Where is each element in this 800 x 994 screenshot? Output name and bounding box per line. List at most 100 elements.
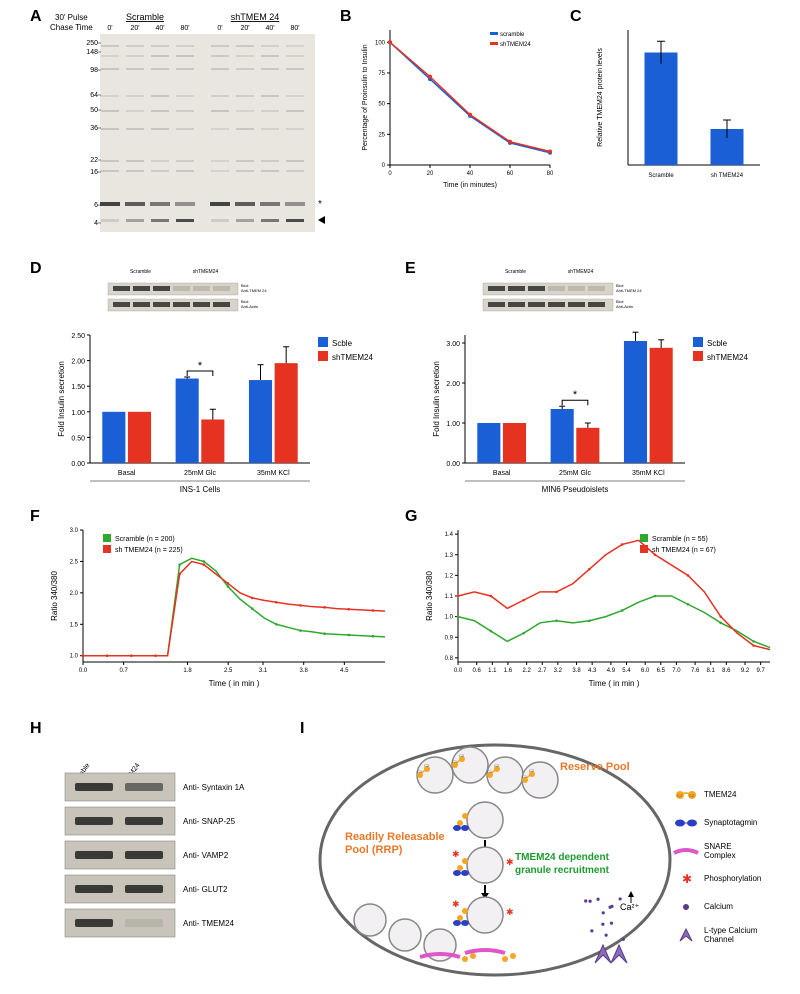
panel-d: 0.000.501.001.502.002.50Basal25mM Glc35m… [50,265,390,495]
svg-text:shTMEM24: shTMEM24 [707,353,748,362]
svg-text:Ca²⁺: Ca²⁺ [620,902,640,912]
panel-i-diagram: Reserve PoolReadily ReleasablePool (RRP)… [315,735,785,985]
svg-text:98: 98 [90,67,98,74]
svg-text:0.50: 0.50 [71,435,85,442]
svg-text:INS-1 Cells: INS-1 Cells [180,485,220,494]
svg-text:sh TMEM24 (n = 67): sh TMEM24 (n = 67) [652,547,716,554]
svg-text:40': 40' [155,25,164,32]
svg-text:80': 80' [180,25,189,32]
svg-text:3.8: 3.8 [572,668,581,674]
svg-text:Fold Insulin secretion: Fold Insulin secretion [57,361,66,437]
svg-text:C2: C2 [689,793,695,798]
svg-text:50: 50 [378,102,385,108]
panel-b-chart: 0255075100020406080Time (in minutes)Perc… [355,20,555,190]
svg-text:C1: C1 [417,769,423,774]
panel-a-svg: 30' Pulse Chase Time Scramble shTMEM 24 … [50,12,330,242]
svg-text:0': 0' [217,25,222,32]
svg-text:C1: C1 [487,769,493,774]
svg-text:Scble: Scble [707,339,728,348]
svg-text:1.00: 1.00 [71,410,85,417]
svg-text:4: 4 [94,220,98,227]
svg-text:1.2: 1.2 [445,573,454,579]
svg-text:Anti- Syntaxin 1A: Anti- Syntaxin 1A [183,783,245,792]
svg-text:0.0: 0.0 [454,668,463,674]
svg-text:60: 60 [507,171,514,177]
svg-text:Synaptotagmin: Synaptotagmin [704,818,757,827]
svg-text:Anti- SNAP-25: Anti- SNAP-25 [183,817,236,826]
svg-text:Scramble (n = 55): Scramble (n = 55) [652,536,708,543]
svg-text:80': 80' [290,25,299,32]
svg-text:shTMEM24: shTMEM24 [193,269,219,275]
svg-text:1.1: 1.1 [488,668,497,674]
svg-text:16: 16 [90,169,98,176]
svg-text:40: 40 [467,171,474,177]
svg-text:Scramble: Scramble [130,269,151,275]
svg-text:20': 20' [130,25,139,32]
svg-text:C2: C2 [459,753,465,758]
panel-f-chart: 1.01.52.02.53.00.00.71.82.53.13.84.5Time… [45,520,395,690]
panel-label-f: F [30,508,40,526]
svg-text:Scble: Scble [332,339,353,348]
svg-text:0': 0' [107,25,112,32]
svg-text:20': 20' [240,25,249,32]
svg-text:35mM KCl: 35mM KCl [257,470,290,477]
svg-text:Anti- VAMP2: Anti- VAMP2 [183,851,229,860]
svg-text:80: 80 [547,171,554,177]
svg-text:Pool (RRP): Pool (RRP) [345,844,403,856]
svg-text:Scramble: Scramble [505,269,526,275]
svg-text:Fold Insulin secretion: Fold Insulin secretion [432,361,441,437]
svg-text:C2: C2 [494,763,500,768]
svg-text:0: 0 [388,171,392,177]
svg-text:1.00: 1.00 [446,421,460,428]
svg-text:4.9: 4.9 [607,668,616,674]
svg-text:1.8: 1.8 [183,668,192,674]
svg-text:Scramble: Scramble [648,173,674,179]
panel-i: Reserve PoolReadily ReleasablePool (RRP)… [315,735,785,985]
arrowhead-marker [318,216,325,224]
svg-text:shTMEM24: shTMEM24 [500,42,531,48]
svg-text:64: 64 [90,92,98,99]
panel-c: Scramblesh TMEM24Relative TMEM24 protein… [590,20,770,190]
svg-text:Time ( in min ): Time ( in min ) [209,679,260,688]
svg-text:0.6: 0.6 [473,668,482,674]
svg-text:MIN6 Pseudoislets: MIN6 Pseudoislets [542,485,609,494]
svg-text:C1: C1 [677,793,683,798]
svg-text:0.9: 0.9 [445,635,454,641]
svg-text:shTMEM24: shTMEM24 [332,353,373,362]
panel-g: 0.80.91.01.11.21.31.40.00.61.11.62.22.73… [420,520,780,690]
svg-text:22: 22 [90,157,98,164]
svg-text:6: 6 [94,202,98,209]
panel-g-chart: 0.80.91.01.11.21.31.40.00.61.11.62.22.73… [420,520,780,690]
svg-text:Anti-TMEM 24: Anti-TMEM 24 [241,288,267,293]
svg-text:Percentage of Proinsulin to In: Percentage of Proinsulin to Insulin [362,44,369,150]
svg-text:2.0: 2.0 [70,591,79,597]
svg-text:2.00: 2.00 [71,359,85,366]
svg-text:35mM KCl: 35mM KCl [632,470,665,477]
svg-text:Basal: Basal [118,470,136,477]
svg-text:6.0: 6.0 [641,668,650,674]
svg-text:scramble: scramble [500,32,525,38]
svg-text:1.0: 1.0 [70,654,79,660]
pulse-label: 30' Pulse [55,13,88,22]
panel-label-e: E [405,260,416,278]
svg-text:0.7: 0.7 [119,668,128,674]
svg-text:3.0: 3.0 [70,528,79,534]
svg-text:Time ( in min ): Time ( in min ) [589,679,640,688]
header-scramble: Scramble [126,12,164,22]
svg-text:50: 50 [90,107,98,114]
svg-text:4.5: 4.5 [340,668,349,674]
svg-text:1.50: 1.50 [71,384,85,391]
panel-label-d: D [30,260,42,278]
svg-text:C2: C2 [529,768,535,773]
asterisk-marker: * [318,199,322,210]
svg-text:Calcium: Calcium [704,902,733,911]
panel-h-chart: ScrambleshTMEM24Anti- Syntaxin 1AAnti- S… [50,735,280,965]
svg-text:3.1: 3.1 [259,668,268,674]
svg-text:sh TMEM24 (n = 225): sh TMEM24 (n = 225) [115,547,183,554]
svg-text:Anti- TMEM24: Anti- TMEM24 [183,919,235,928]
svg-text:0: 0 [382,163,386,169]
svg-text:Scramble (n = 200): Scramble (n = 200) [115,536,175,543]
svg-text:1.6: 1.6 [504,668,513,674]
panel-f: 1.01.52.02.53.00.00.71.82.53.13.84.5Time… [45,520,395,690]
panel-label-b: B [340,8,352,26]
